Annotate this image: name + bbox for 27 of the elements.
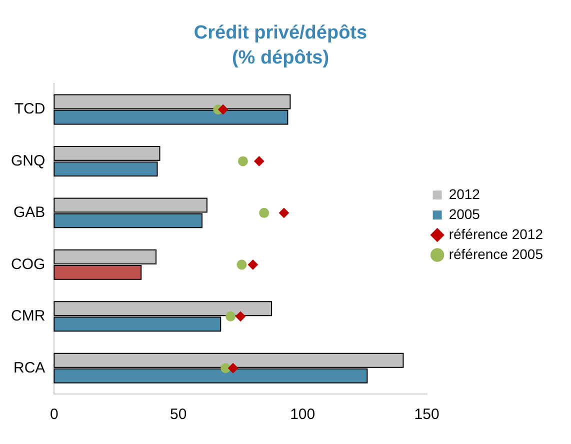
y-tick-label: CMR (10, 308, 46, 325)
point (235, 311, 246, 322)
x-tick-label: 0 (50, 406, 58, 424)
y-tick-label: RCA (13, 359, 46, 376)
legend-label: 2005 (448, 206, 480, 222)
point (278, 208, 289, 218)
point (220, 363, 231, 374)
x-tick-label: 150 (414, 406, 440, 424)
point (226, 311, 236, 322)
point (254, 156, 264, 166)
point (218, 104, 228, 114)
x-tick-label: 50 (170, 406, 187, 424)
y-tick-label: TCD (14, 100, 46, 118)
legend-label: 2012 (448, 186, 480, 202)
legend-label: référence 2005 (448, 246, 544, 262)
y-tick-label: GNQ (10, 152, 46, 170)
chart-subtitle: (% dépôts) (232, 47, 330, 68)
point (236, 260, 247, 270)
point (248, 260, 258, 270)
y-tick-label: GAB (13, 204, 46, 222)
y-tick-label: COG (10, 256, 46, 273)
point (228, 363, 238, 374)
point (259, 208, 270, 218)
point (238, 156, 248, 166)
x-tick-label: 100 (290, 406, 316, 424)
chart-title: Crédit privé/dépôts (194, 22, 368, 44)
legend-label: référence 2012 (448, 226, 544, 242)
